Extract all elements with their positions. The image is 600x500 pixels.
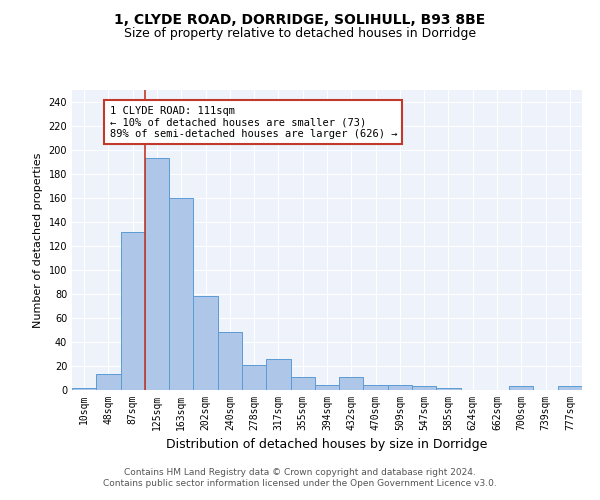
Bar xyxy=(145,158,169,390)
Bar xyxy=(193,296,218,390)
Bar xyxy=(218,332,242,390)
Text: Contains HM Land Registry data © Crown copyright and database right 2024.
Contai: Contains HM Land Registry data © Crown c… xyxy=(103,468,497,487)
Bar xyxy=(242,365,266,390)
Bar xyxy=(121,232,145,390)
Bar xyxy=(412,386,436,390)
Y-axis label: Number of detached properties: Number of detached properties xyxy=(33,152,43,328)
Bar xyxy=(339,377,364,390)
Bar xyxy=(364,385,388,390)
Bar xyxy=(509,386,533,390)
Bar xyxy=(290,377,315,390)
Text: 1, CLYDE ROAD, DORRIDGE, SOLIHULL, B93 8BE: 1, CLYDE ROAD, DORRIDGE, SOLIHULL, B93 8… xyxy=(115,12,485,26)
Bar xyxy=(315,385,339,390)
Bar xyxy=(96,374,121,390)
Bar xyxy=(388,385,412,390)
Bar xyxy=(266,359,290,390)
X-axis label: Distribution of detached houses by size in Dorridge: Distribution of detached houses by size … xyxy=(166,438,488,452)
Text: 1 CLYDE ROAD: 111sqm
← 10% of detached houses are smaller (73)
89% of semi-detac: 1 CLYDE ROAD: 111sqm ← 10% of detached h… xyxy=(110,106,397,139)
Bar xyxy=(436,388,461,390)
Bar xyxy=(169,198,193,390)
Bar xyxy=(558,386,582,390)
Text: Size of property relative to detached houses in Dorridge: Size of property relative to detached ho… xyxy=(124,28,476,40)
Bar xyxy=(72,388,96,390)
